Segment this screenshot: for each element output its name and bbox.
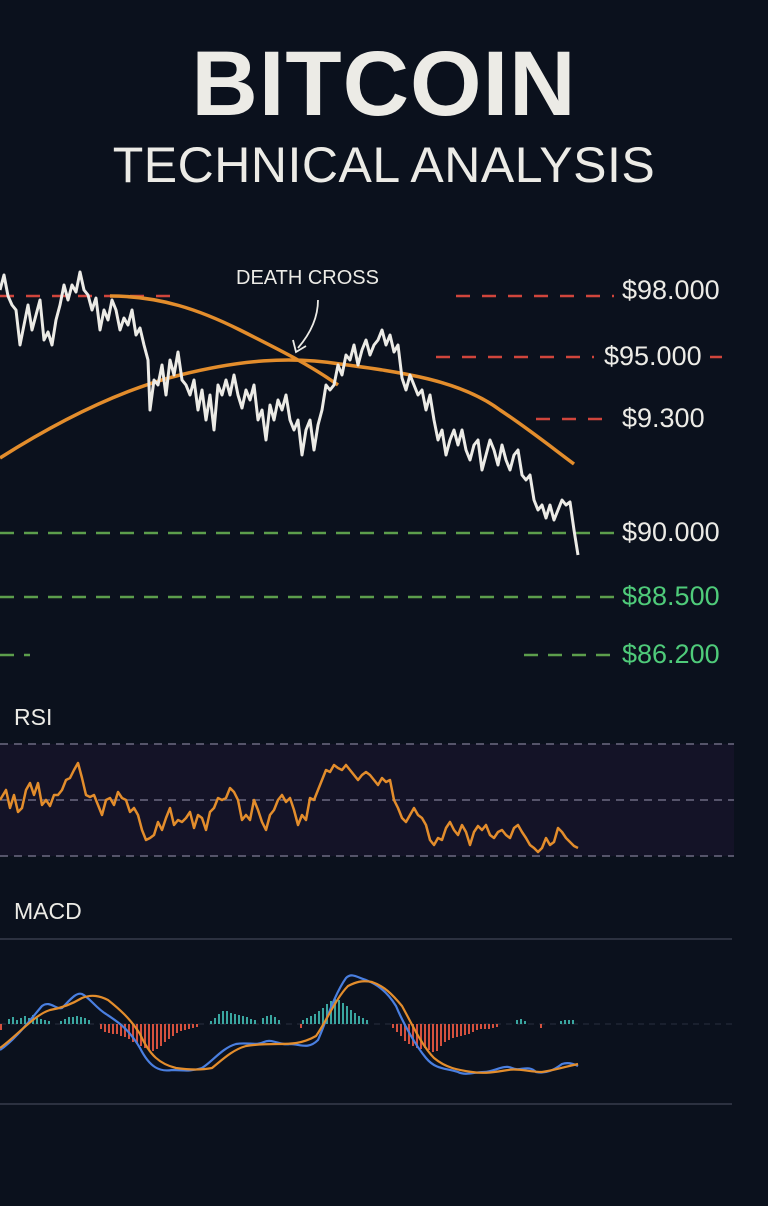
level-label-88500: $88.500: [622, 581, 720, 611]
signal-line: [0, 980, 579, 1074]
rsi-band: [0, 744, 734, 856]
rsi-line: [0, 761, 579, 854]
page-subtitle: TECHNICAL ANALYSIS: [112, 137, 656, 193]
page-title: BITCOIN: [191, 33, 577, 135]
short-ma-line: [109, 294, 340, 387]
macd-line: [0, 974, 579, 1075]
level-label-9300: $9.300: [622, 403, 705, 433]
long-ma-line: [0, 358, 576, 466]
macd-histogram-negative: [0, 1024, 542, 1052]
level-label-95000: $95.000: [604, 341, 702, 371]
arrow-head-icon: [292, 339, 307, 354]
macd-histogram-positive: [8, 999, 574, 1024]
level-label-90000: $90.000: [622, 517, 720, 547]
price-line: [0, 270, 580, 556]
rsi-label: RSI: [14, 704, 53, 730]
price-chart: [0, 270, 722, 657]
level-label-86200: $86.200: [622, 639, 720, 669]
level-label-98000: $98.000: [622, 275, 720, 305]
death-cross-annotation: DEATH CROSS: [236, 267, 379, 289]
death-cross-arrow: [297, 299, 319, 349]
macd-label: MACD: [14, 898, 82, 924]
